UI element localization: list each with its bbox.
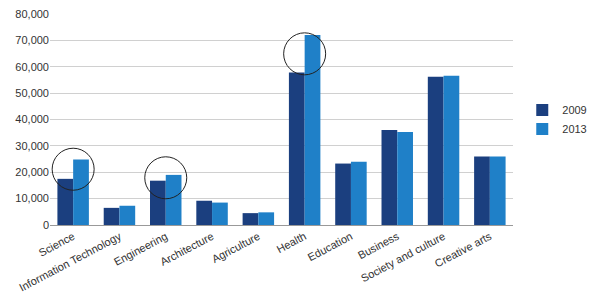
svg-text:Science: Science — [36, 230, 76, 259]
svg-text:Architecture: Architecture — [158, 230, 215, 268]
svg-text:Creative arts: Creative arts — [433, 229, 494, 269]
svg-text:50,000: 50,000 — [15, 87, 49, 99]
svg-text:Agriculture: Agriculture — [210, 230, 262, 265]
svg-text:80,000: 80,000 — [15, 8, 49, 20]
svg-text:2009: 2009 — [562, 104, 586, 116]
svg-text:40,000: 40,000 — [15, 113, 49, 125]
svg-text:60,000: 60,000 — [15, 61, 49, 73]
svg-text:Information Technology: Information Technology — [17, 229, 123, 293]
svg-text:70,000: 70,000 — [15, 34, 49, 46]
svg-text:Business: Business — [356, 229, 401, 261]
svg-text:30,000: 30,000 — [15, 140, 49, 152]
svg-text:2013: 2013 — [562, 123, 586, 135]
svg-text:Health: Health — [274, 230, 308, 256]
svg-text:Engineering: Engineering — [112, 230, 169, 268]
svg-text:0: 0 — [43, 219, 49, 231]
svg-text:Education: Education — [306, 230, 355, 264]
svg-text:10,000: 10,000 — [15, 192, 49, 204]
svg-text:20,000: 20,000 — [15, 166, 49, 178]
svg-text:Society and culture: Society and culture — [359, 230, 447, 285]
